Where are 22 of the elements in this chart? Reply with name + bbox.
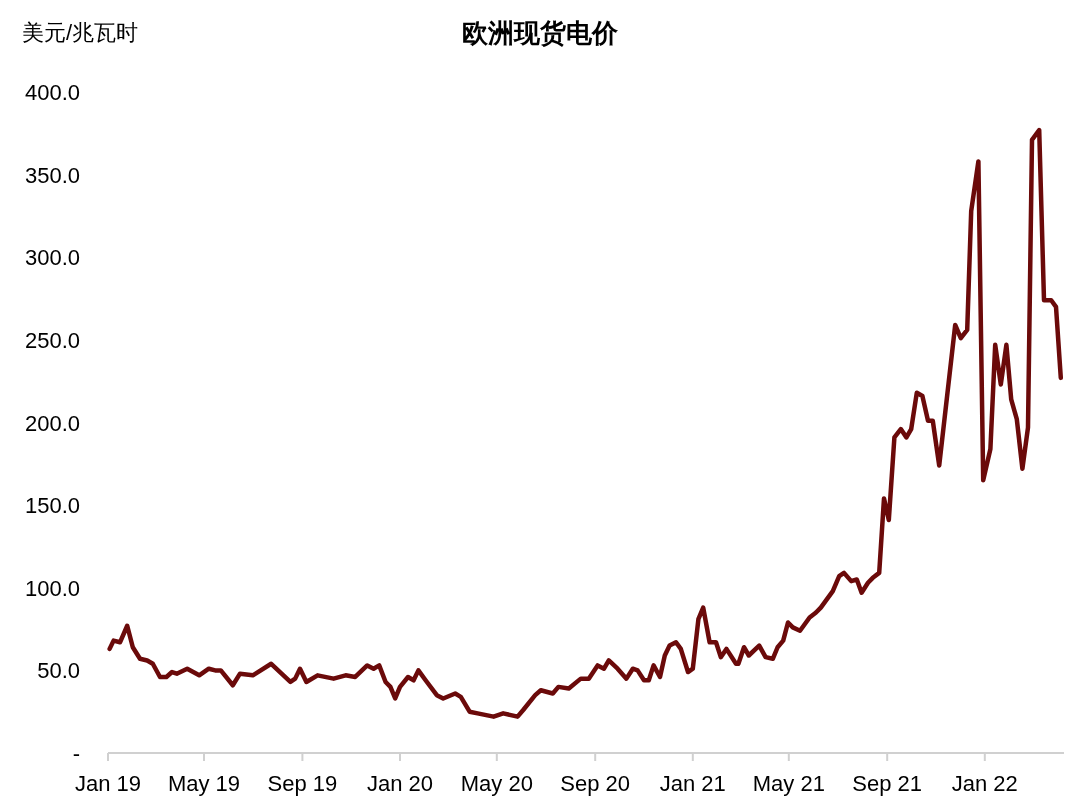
x-tick-label: Jan 21	[659, 771, 726, 796]
x-tick-label: Jan 22	[951, 771, 1018, 796]
x-tick-label: Sep 20	[560, 771, 631, 796]
chart-title: 欧洲现货电价	[462, 18, 619, 48]
y-tick-label: -	[72, 741, 80, 766]
x-tick-label: May 19	[167, 771, 241, 796]
x-tick-label: Jan 20	[366, 771, 434, 796]
line-series	[107, 127, 1064, 719]
y-tick-label: 200.0	[24, 410, 80, 436]
x-tick-label: May 20	[460, 771, 533, 796]
x-tick-label: Jan 19	[74, 771, 142, 796]
y-tick-label: 50.0	[37, 658, 80, 684]
x-tick-label: Sep 19	[267, 771, 338, 796]
y-axis-title: 美元/兆瓦时	[22, 20, 139, 45]
y-tick-label: 150.0	[24, 493, 80, 519]
y-tick-label: 400.0	[24, 80, 80, 105]
x-tick-label: Sep 21	[852, 771, 923, 796]
y-tick-label: 250.0	[24, 327, 80, 353]
y-tick-label: 300.0	[24, 245, 80, 271]
x-tick-label: May 21	[752, 771, 825, 796]
y-tick-label: 350.0	[24, 162, 80, 188]
y-tick-label: 100.0	[24, 575, 80, 601]
